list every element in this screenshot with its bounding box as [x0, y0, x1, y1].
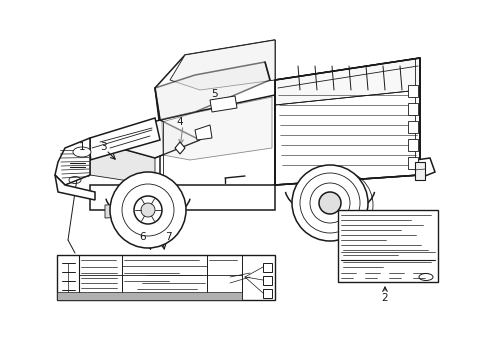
Text: 7: 7: [164, 232, 171, 242]
Text: 2: 2: [381, 293, 387, 303]
Bar: [57, 255, 274, 300]
Bar: [414, 162, 424, 180]
Text: 1: 1: [79, 142, 85, 152]
Text: 4: 4: [176, 117, 183, 127]
Bar: [407, 103, 417, 115]
Polygon shape: [209, 96, 237, 112]
Bar: [407, 85, 417, 97]
Ellipse shape: [73, 147, 91, 157]
Polygon shape: [55, 138, 90, 185]
Text: 3: 3: [100, 142, 106, 152]
Bar: [57, 292, 242, 300]
Bar: [407, 139, 417, 151]
Polygon shape: [90, 185, 274, 210]
Polygon shape: [195, 125, 212, 140]
Polygon shape: [160, 95, 274, 200]
Polygon shape: [415, 158, 434, 178]
Polygon shape: [155, 40, 274, 140]
Polygon shape: [170, 40, 274, 90]
Bar: [407, 121, 417, 133]
Polygon shape: [155, 62, 269, 120]
Polygon shape: [274, 58, 419, 185]
Polygon shape: [55, 175, 95, 200]
Circle shape: [318, 192, 340, 214]
Polygon shape: [162, 97, 271, 160]
Text: 6: 6: [140, 232, 146, 242]
Bar: [263, 289, 271, 298]
Circle shape: [291, 165, 367, 241]
Bar: [263, 276, 271, 285]
Bar: [337, 210, 437, 282]
Polygon shape: [274, 58, 419, 105]
Polygon shape: [90, 140, 155, 185]
Polygon shape: [90, 120, 200, 158]
Circle shape: [141, 203, 155, 217]
Text: 5: 5: [211, 89, 218, 99]
Polygon shape: [90, 118, 160, 160]
Polygon shape: [175, 142, 184, 154]
Polygon shape: [105, 203, 164, 218]
Bar: [263, 263, 271, 272]
Bar: [407, 157, 417, 169]
Circle shape: [110, 172, 185, 248]
